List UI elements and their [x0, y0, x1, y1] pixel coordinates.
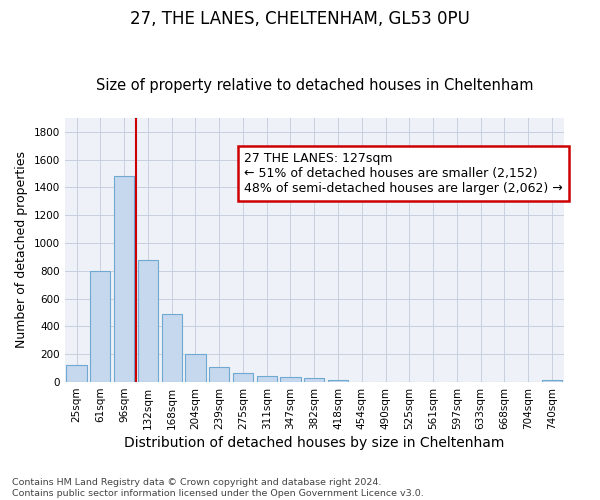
- Bar: [67, 364, 86, 382]
- Bar: [161, 314, 182, 382]
- Bar: [185, 354, 206, 382]
- Bar: [328, 380, 348, 382]
- Bar: [280, 377, 301, 382]
- Title: Size of property relative to detached houses in Cheltenham: Size of property relative to detached ho…: [95, 78, 533, 93]
- X-axis label: Distribution of detached houses by size in Cheltenham: Distribution of detached houses by size …: [124, 436, 505, 450]
- Bar: [90, 271, 110, 382]
- Bar: [138, 260, 158, 382]
- Y-axis label: Number of detached properties: Number of detached properties: [15, 152, 28, 348]
- Bar: [542, 380, 562, 382]
- Text: Contains HM Land Registry data © Crown copyright and database right 2024.
Contai: Contains HM Land Registry data © Crown c…: [12, 478, 424, 498]
- Bar: [209, 368, 229, 382]
- Bar: [304, 378, 325, 382]
- Text: 27, THE LANES, CHELTENHAM, GL53 0PU: 27, THE LANES, CHELTENHAM, GL53 0PU: [130, 10, 470, 28]
- Bar: [114, 176, 134, 382]
- Bar: [257, 376, 277, 382]
- Text: 27 THE LANES: 127sqm
← 51% of detached houses are smaller (2,152)
48% of semi-de: 27 THE LANES: 127sqm ← 51% of detached h…: [244, 152, 563, 195]
- Bar: [233, 373, 253, 382]
